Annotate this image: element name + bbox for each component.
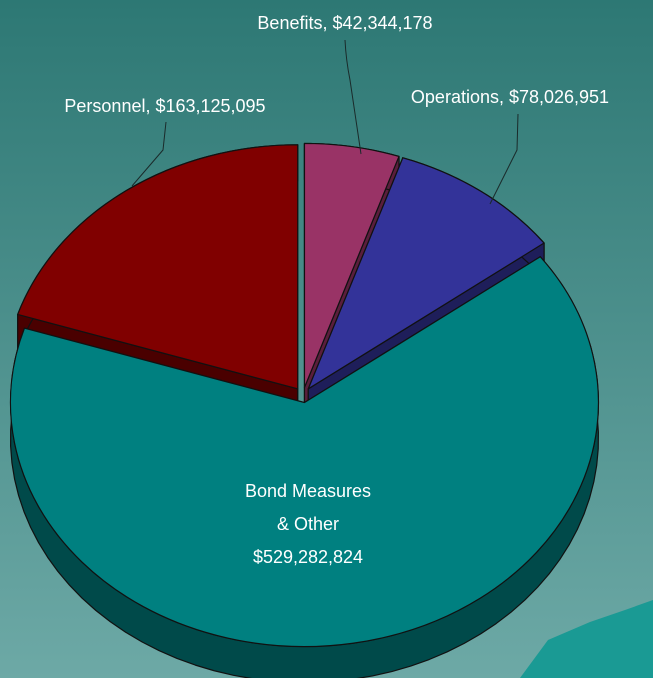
leader-line (344, 39, 362, 155)
data-label: Personnel, $163,125,095 (64, 96, 265, 116)
labels: Personnel, $163,125,095 Benefits, $42,344… (64, 13, 609, 567)
slice (303, 142, 400, 389)
data-label: $529,282,824 (253, 547, 363, 567)
data-label: & Other (277, 514, 339, 534)
slice (307, 157, 545, 390)
slice (17, 144, 299, 390)
leader-line (489, 113, 519, 205)
data-label: Benefits, $42,344,178 (257, 13, 432, 33)
data-label: Operations, $78,026,951 (411, 87, 609, 107)
leader-lines (131, 39, 519, 205)
decoration (520, 600, 653, 678)
pie (9, 142, 600, 678)
data-label: Bond Measures (245, 481, 371, 501)
leader-line (131, 121, 167, 187)
slice (9, 256, 600, 648)
